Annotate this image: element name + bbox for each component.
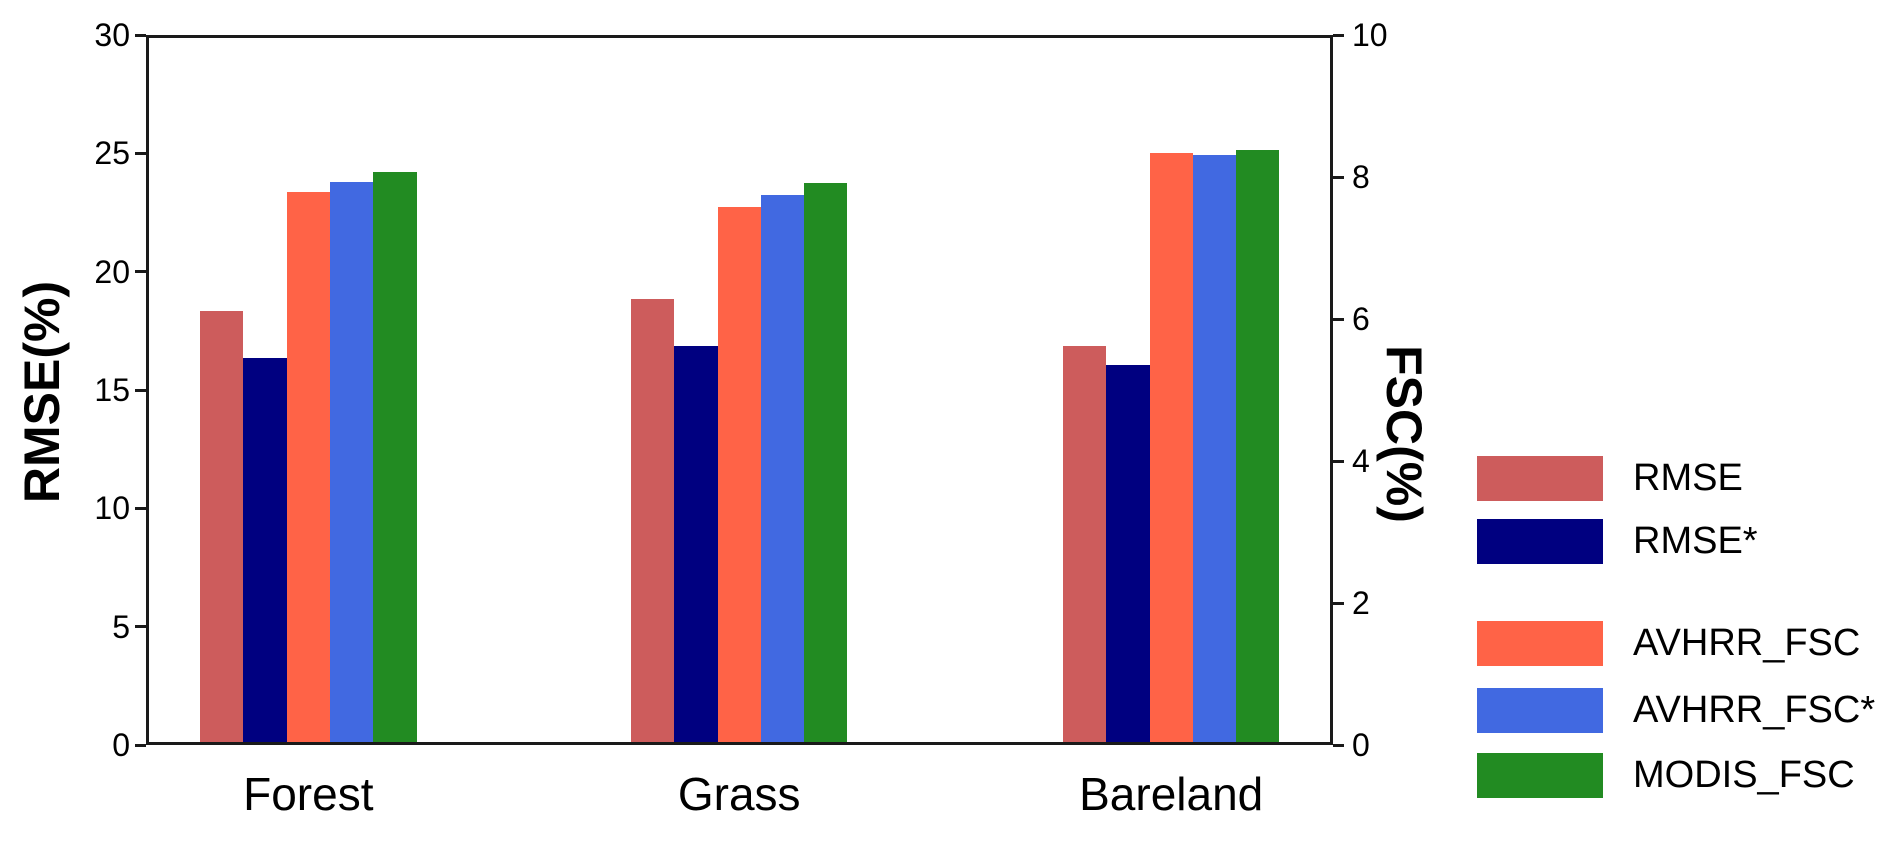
left-axis-tick-mark <box>135 270 146 274</box>
bar-rmse--bareland <box>1106 365 1150 744</box>
left-axis-tick-label: 30 <box>94 17 130 53</box>
right-axis-tick-label: 2 <box>1352 585 1370 621</box>
left-axis-tick-mark <box>135 743 146 747</box>
right-axis-tick-mark <box>1333 743 1344 747</box>
legend-swatch-avhrr-fsc <box>1477 621 1603 666</box>
left-axis-tick-label: 10 <box>94 490 130 527</box>
bar-modis-fsc-forest <box>373 172 417 744</box>
legend-swatch-rmse- <box>1477 519 1603 564</box>
left-axis-tick-label: 0 <box>112 727 130 763</box>
left-axis-tick-mark <box>135 151 146 155</box>
x-tick-label-grass: Grass <box>677 768 801 820</box>
bar-rmse--grass <box>674 346 718 744</box>
right-axis-tick-mark <box>1333 459 1344 463</box>
bar-avhrr-fsc-forest <box>286 191 330 744</box>
legend-label-modis-fsc: MODIS_FSC <box>1633 754 1855 796</box>
bar-rmse-grass <box>630 299 675 744</box>
bar-rmse-bareland <box>1062 346 1107 744</box>
left-axis-tick-mark <box>135 33 146 37</box>
bar-rmse--forest <box>243 358 287 744</box>
left-axis-tick-mark <box>135 625 146 629</box>
right-axis-title: FSC(%) <box>1376 345 1432 523</box>
bar-modis-fsc-grass <box>804 183 848 744</box>
bar-avhrr-fsc--forest <box>329 182 374 744</box>
right-axis-tick-mark <box>1333 175 1344 179</box>
left-axis-tick-mark <box>135 388 146 392</box>
right-axis-tick-label: 8 <box>1352 159 1370 195</box>
legend-swatch-modis-fsc <box>1477 753 1603 798</box>
x-tick-label-bareland: Bareland <box>1079 768 1264 820</box>
legend-swatch-avhrr-fsc- <box>1477 688 1603 733</box>
right-axis-tick-mark <box>1333 33 1344 37</box>
left-axis-tick-label: 5 <box>112 608 130 645</box>
legend-label-rmse-: RMSE* <box>1633 520 1758 562</box>
bar-avhrr-fsc-grass <box>717 207 761 744</box>
x-tick-label-forest: Forest <box>243 768 374 820</box>
legend-label-avhrr-fsc: AVHRR_FSC <box>1633 622 1861 664</box>
legend-swatch-rmse <box>1477 456 1603 501</box>
bar-avhrr-fsc--grass <box>760 195 805 744</box>
right-axis-tick-label: 10 <box>1352 17 1388 53</box>
right-axis-tick-label: 6 <box>1352 301 1370 337</box>
left-axis-tick-label: 15 <box>94 372 130 408</box>
right-axis-tick-mark <box>1333 601 1344 605</box>
left-axis-tick-label: 20 <box>94 253 130 290</box>
right-axis-tick-label: 0 <box>1352 727 1370 763</box>
legend-label-avhrr-fsc-: AVHRR_FSC* <box>1633 689 1876 731</box>
bar-avhrr-fsc-bareland <box>1149 152 1193 744</box>
right-axis-tick-label: 4 <box>1352 443 1370 479</box>
legend-label-rmse: RMSE <box>1633 457 1743 499</box>
bar-avhrr-fsc--bareland <box>1192 155 1237 744</box>
left-axis-tick-label: 25 <box>94 135 130 172</box>
bar-rmse-forest <box>200 310 244 744</box>
left-axis-title: RMSE(%) <box>14 280 70 504</box>
right-axis-tick-mark <box>1333 317 1344 321</box>
left-axis-tick-mark <box>135 506 146 510</box>
bar-modis-fsc-bareland <box>1236 149 1280 744</box>
